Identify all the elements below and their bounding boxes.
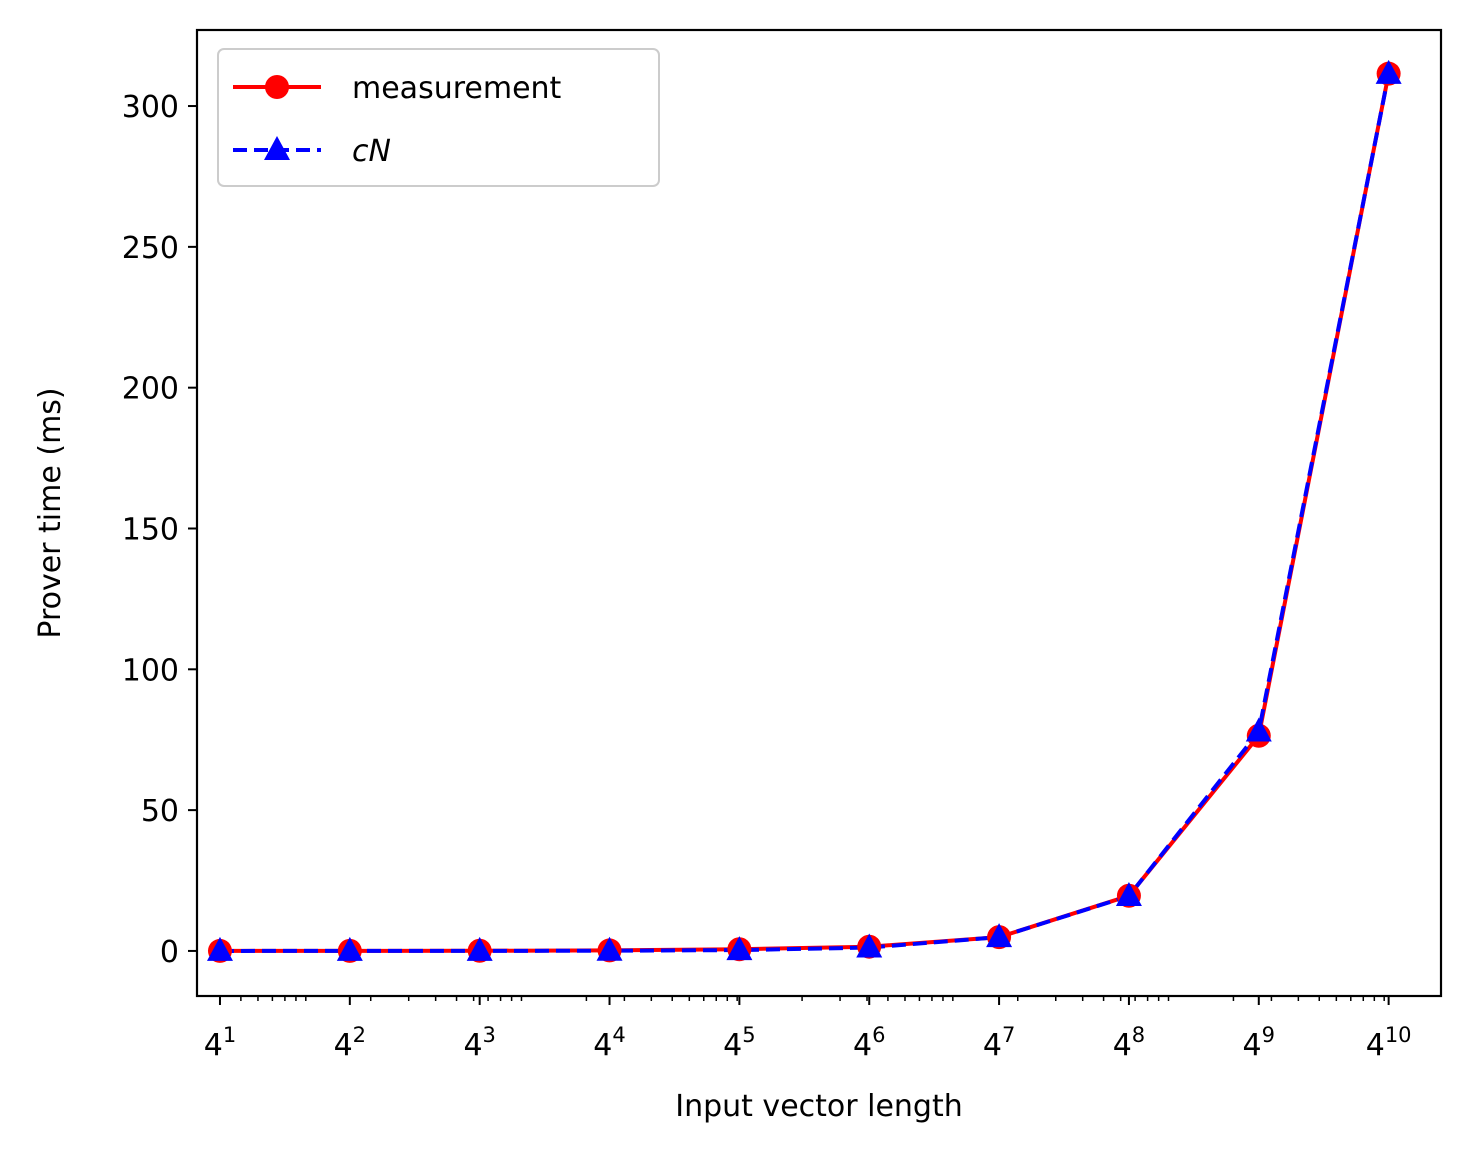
series-line-2 <box>219 73 1391 953</box>
y-tick-label: 250 <box>122 231 179 266</box>
series-2-point <box>986 923 1013 948</box>
y-tick-label: 300 <box>122 90 179 125</box>
legend-measurement-marker <box>265 75 289 99</box>
series-2-point <box>1245 717 1272 742</box>
y-tick-label: 200 <box>122 372 179 407</box>
y-tick-label: 0 <box>160 935 179 970</box>
series-2-point <box>466 936 493 961</box>
legend: measurement cN <box>217 48 660 187</box>
y-tick-label: 50 <box>141 794 179 829</box>
series-2-point <box>1375 59 1402 84</box>
y-tick-label: 150 <box>122 512 179 547</box>
x-tick-label: 46 <box>853 1023 885 1063</box>
legend-measurement-label: measurement <box>352 71 562 106</box>
x-axis-label: Input vector length <box>675 1089 963 1124</box>
series-2-point <box>726 936 753 961</box>
series-2-point <box>1115 882 1142 907</box>
legend-box <box>217 48 660 187</box>
series-2-point <box>206 936 233 961</box>
legend-cn-marker <box>264 136 290 160</box>
series-2-point <box>596 936 623 961</box>
series-2-point <box>856 933 883 958</box>
y-tick-label: 100 <box>122 653 179 688</box>
y-axis-label: Prover time (ms) <box>33 387 68 638</box>
legend-cn-label: cN <box>352 134 391 169</box>
series-2-point <box>336 936 363 961</box>
plot-frame <box>195 28 1443 998</box>
